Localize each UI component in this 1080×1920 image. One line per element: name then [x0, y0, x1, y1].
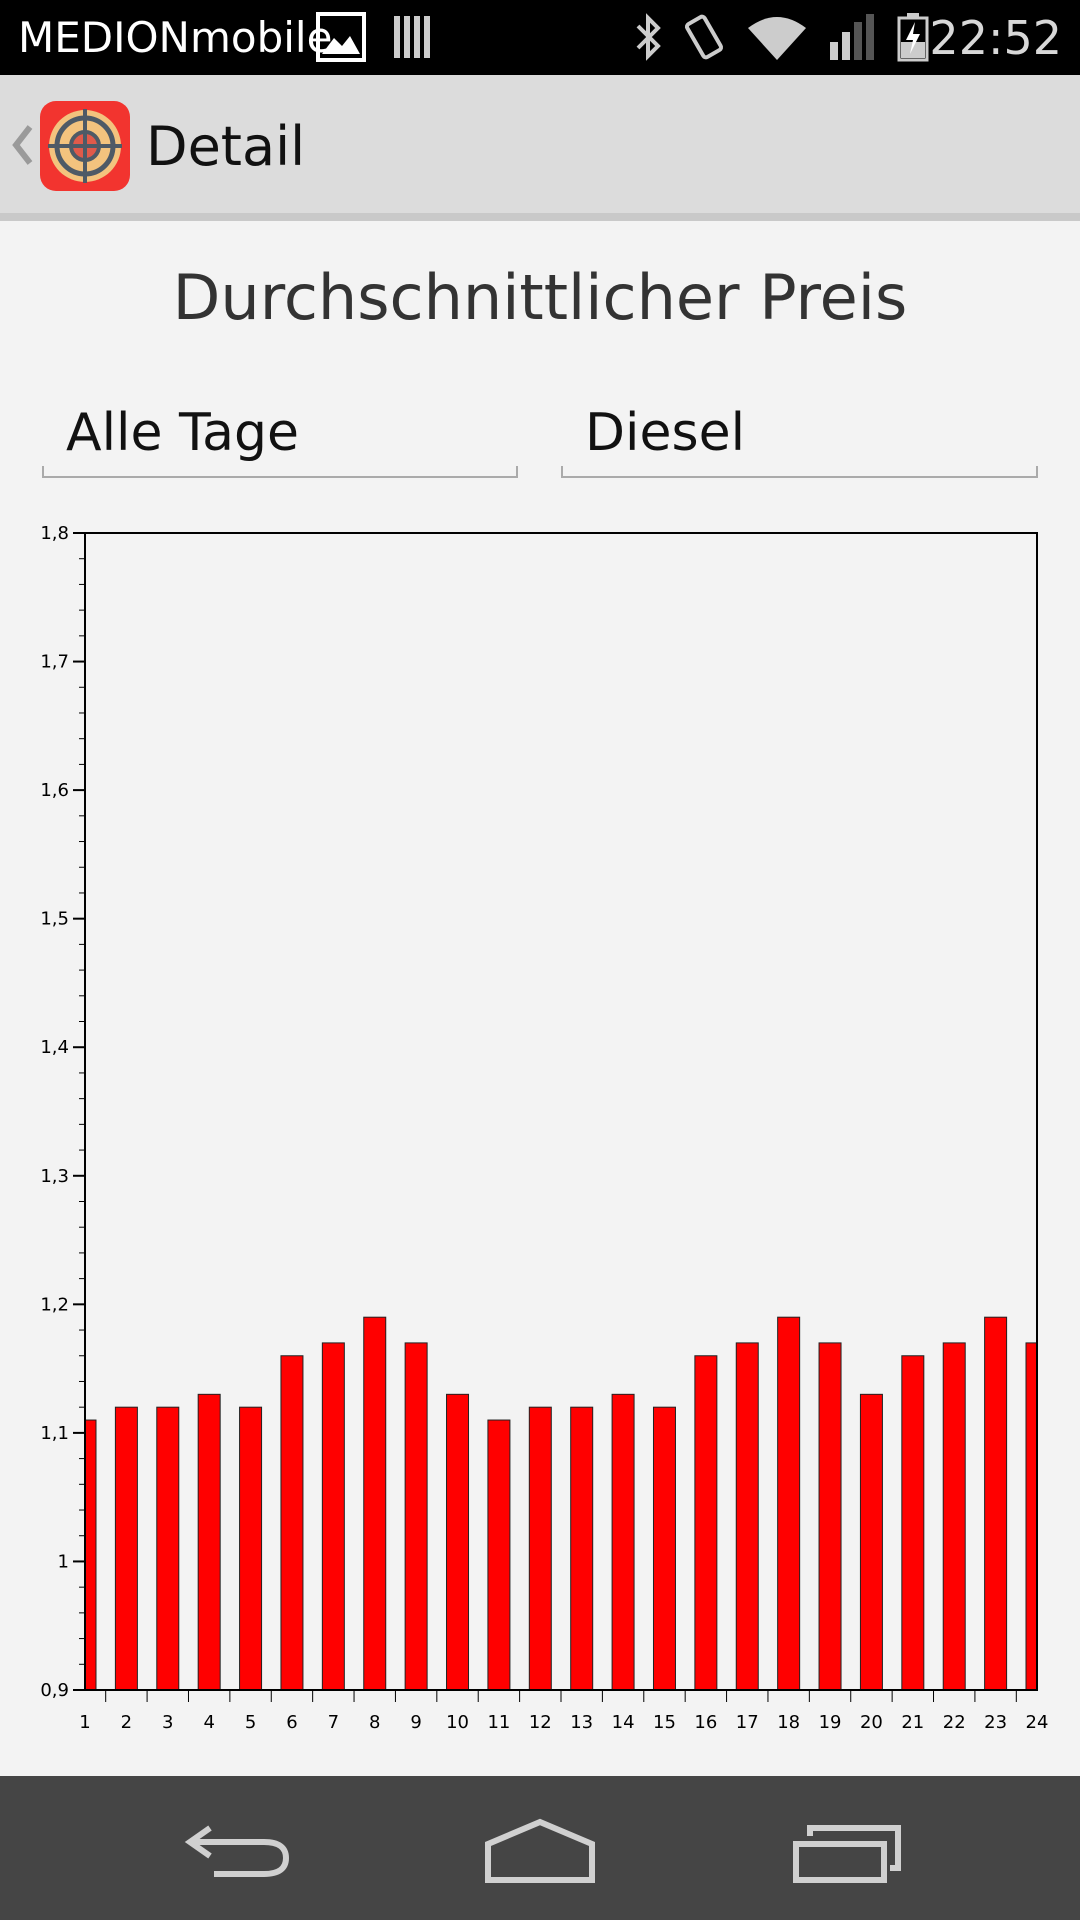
- x-tick-label: 14: [612, 1712, 635, 1733]
- vibrate-icon: [684, 14, 724, 60]
- y-tick-label: 1,5: [40, 909, 69, 930]
- chart-bar: [239, 1406, 263, 1691]
- chart-bar: [652, 1406, 676, 1691]
- chart-bar: [901, 1355, 925, 1691]
- y-tick-label: 1,4: [40, 1037, 69, 1058]
- x-tick-label: 16: [694, 1712, 717, 1733]
- y-tick-label: 1,3: [40, 1166, 69, 1187]
- battery-charging-icon: [897, 13, 929, 62]
- x-tick-label: 15: [653, 1712, 676, 1733]
- action-bar-title: Detail: [146, 115, 306, 178]
- days-spinner-underline: [42, 466, 518, 478]
- chart-bar: [1025, 1342, 1038, 1691]
- chart-bar: [859, 1393, 883, 1691]
- back-nav-icon[interactable]: [180, 1816, 300, 1886]
- home-nav-icon[interactable]: [480, 1816, 600, 1886]
- chart-bar: [84, 1419, 97, 1691]
- chart-bar: [487, 1419, 511, 1691]
- price-bar-chart: 0,911,11,21,31,41,51,61,71,81 2 3 4 5 6 7 8 9 10 1…: [40, 523, 1049, 1733]
- page-title: Durchschnittlicher Preis: [172, 261, 908, 334]
- navigation-bar: [0, 1776, 1080, 1920]
- target-app-icon[interactable]: [40, 101, 130, 191]
- x-tick-label: 24: [1026, 1712, 1049, 1733]
- fuel-spinner-underline: [561, 466, 1038, 478]
- x-tick-label: 6: [286, 1712, 297, 1733]
- fuel-spinner-value: Diesel: [585, 403, 746, 463]
- x-tick-label: 1: [79, 1712, 90, 1733]
- chart-bar: [280, 1355, 304, 1691]
- chart-bar: [984, 1316, 1008, 1691]
- x-tick-label: 7: [328, 1712, 339, 1733]
- x-tick-label: 21: [901, 1712, 924, 1733]
- chart-bar: [446, 1393, 470, 1691]
- x-tick-label: 19: [819, 1712, 842, 1733]
- chart-bar: [942, 1342, 966, 1691]
- chart-bar: [570, 1406, 594, 1691]
- chart-bar: [777, 1316, 801, 1691]
- x-tick-label: 23: [984, 1712, 1007, 1733]
- chart-bar: [735, 1342, 759, 1691]
- chart-bar: [528, 1406, 552, 1691]
- y-tick-label: 1,7: [40, 652, 69, 673]
- x-tick-label: 10: [446, 1712, 469, 1733]
- chevron-left-icon[interactable]: [10, 123, 34, 167]
- x-tick-label: 5: [245, 1712, 256, 1733]
- x-tick-label: 13: [570, 1712, 593, 1733]
- chart-bar: [611, 1393, 635, 1691]
- fuel-spinner[interactable]: Diesel: [561, 398, 1038, 478]
- x-tick-label: 22: [943, 1712, 966, 1733]
- chart-bar: [321, 1342, 345, 1691]
- action-bar: Detail: [0, 75, 1080, 221]
- y-tick-label: 1: [58, 1551, 69, 1572]
- x-tick-label: 17: [736, 1712, 759, 1733]
- x-tick-label: 12: [529, 1712, 552, 1733]
- wifi-icon: [748, 17, 806, 60]
- y-tick-label: 0,9: [40, 1680, 69, 1701]
- notification-icon: [394, 16, 430, 58]
- plot-frame: [84, 532, 1038, 1691]
- y-tick-label: 1,8: [40, 523, 69, 544]
- x-tick-label: 9: [410, 1712, 421, 1733]
- status-bar: MEDIONmobile 22:52: [0, 0, 1080, 75]
- chart-bar: [694, 1355, 718, 1691]
- bluetooth-icon: [636, 13, 661, 61]
- chart-bar: [363, 1316, 387, 1691]
- x-tick-label: 20: [860, 1712, 883, 1733]
- carrier-name: MEDIONmobile: [18, 13, 333, 62]
- chart-bar: [404, 1342, 428, 1691]
- status-clock: 22:52: [929, 11, 1062, 65]
- chart-bar: [156, 1406, 180, 1691]
- x-tick-label: 18: [777, 1712, 800, 1733]
- y-tick-label: 1,6: [40, 780, 69, 801]
- chart-bar: [818, 1342, 842, 1691]
- recents-nav-icon[interactable]: [790, 1816, 910, 1886]
- chart-bar: [197, 1393, 221, 1691]
- y-tick-label: 1,2: [40, 1294, 69, 1315]
- days-spinner-value: Alle Tage: [66, 403, 300, 463]
- chart-bar: [114, 1406, 138, 1691]
- signal-icon: [830, 14, 874, 60]
- x-tick-label: 4: [203, 1712, 214, 1733]
- image-icon: [316, 12, 366, 62]
- y-tick-label: 1,1: [40, 1423, 69, 1444]
- x-tick-label: 8: [369, 1712, 380, 1733]
- days-spinner[interactable]: Alle Tage: [42, 398, 518, 478]
- x-tick-label: 11: [487, 1712, 510, 1733]
- x-tick-label: 2: [121, 1712, 132, 1733]
- x-tick-label: 3: [162, 1712, 173, 1733]
